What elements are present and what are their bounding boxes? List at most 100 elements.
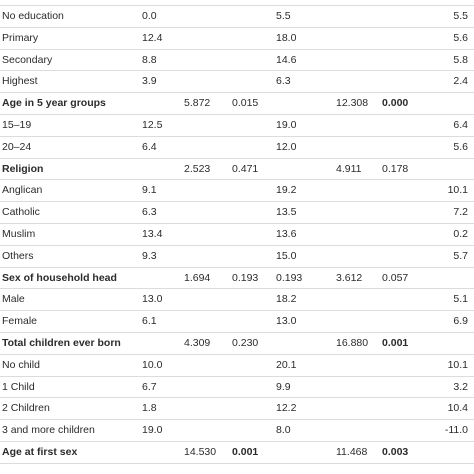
row-label: No education [2, 10, 64, 22]
table-row: Religion 2.523 0.471 4.911 0.178 [0, 159, 474, 181]
table-cell: 6.9 [453, 315, 468, 328]
table-row: Age at first sex 14.530 0.001 11.468 0.003 [0, 442, 474, 464]
table-cell: 16.880 [336, 337, 369, 349]
row-label: Muslim [2, 228, 36, 240]
table-cell: 10.4 [447, 402, 468, 415]
row-label: Primary [2, 31, 39, 44]
table-cell: 7.2 [453, 206, 468, 219]
table-cell: 0.015 [232, 97, 259, 110]
table-cell: 19.0 [276, 119, 297, 131]
table-row: 2 Children 1.8 12.2 10.4 [0, 398, 474, 421]
table-cell: 4.309 [184, 337, 211, 349]
table-cell: 6.4 [142, 140, 157, 153]
table-cell: 3.612 [336, 271, 363, 284]
table-cell: 0.193 [232, 271, 259, 284]
table-cell: 1.8 [142, 402, 157, 415]
table-cell: 0.178 [382, 162, 409, 175]
table-row: 20–24 6.4 12.0 5.6 [0, 137, 474, 159]
table-cell: 1.694 [184, 271, 211, 284]
table-cell: 5.7 [453, 249, 468, 262]
row-label: Others [2, 249, 34, 262]
table-cell: 14.6 [276, 53, 297, 66]
table-cell: 6.4 [453, 119, 468, 131]
row-label: Highest [2, 75, 38, 88]
table-cell: -11.0 [444, 424, 468, 437]
table-cell: 2.523 [184, 162, 211, 175]
table-row: Muslim 13.4 13.6 0.2 [0, 224, 474, 246]
table-cell: 13.0 [142, 293, 163, 306]
table-row: 3 and more children 19.0 8.0 -11.0 [0, 420, 474, 442]
table-row: Others 9.3 15.0 5.7 [0, 246, 474, 268]
row-label: 20–24 [2, 140, 32, 153]
table-row: Primary 12.4 18.0 5.6 [0, 28, 474, 50]
row-label: 15–19 [2, 119, 32, 131]
table-cell: 8.8 [142, 53, 157, 66]
row-label: Female [2, 315, 38, 328]
table-cell: 5.872 [184, 97, 211, 110]
table-cell: 6.7 [142, 380, 157, 393]
table-cell: 8.0 [276, 424, 291, 437]
table-cell: 2.4 [453, 75, 468, 88]
table-row: 1 Child 6.7 9.9 3.2 [0, 377, 474, 399]
table-cell: 15.0 [276, 249, 297, 262]
table-row: Female 6.1 13.0 6.9 [0, 311, 474, 333]
table-row: 15–19 12.5 19.0 6.4 [0, 115, 474, 137]
table-cell: 3.9 [142, 75, 157, 88]
table-row: Age in 5 year groups 5.872 0.015 12.308 0.00… [0, 93, 474, 115]
table-cell: 12.5 [142, 119, 163, 131]
table-cell: 13.6 [276, 228, 297, 240]
table-cell: 18.0 [276, 31, 297, 44]
table-cell: 5.8 [453, 53, 468, 66]
table-cell: 13.4 [142, 228, 163, 240]
row-label: Catholic [2, 206, 40, 219]
table-cell: 0.230 [232, 337, 259, 349]
table-cell: 19.2 [276, 184, 297, 197]
table-cell: 12.308 [336, 97, 369, 110]
table-row: Sex of household head 1.694 0.193 0.193 3.61… [0, 268, 474, 290]
table-cell: 14.530 [184, 446, 217, 458]
table-row: Secondary 8.8 14.6 5.8 [0, 50, 474, 72]
table-cell: 0.471 [232, 162, 259, 175]
table-row: No education 0.0 5.5 5.5 [0, 6, 474, 28]
table-cell: 3.2 [453, 380, 468, 393]
group-label: Age in 5 year groups [2, 97, 106, 110]
table-cell: 5.5 [276, 10, 291, 22]
table-cell: 0.001 [232, 446, 259, 458]
group-label: Sex of household head [2, 271, 117, 284]
table-cell: 10.1 [447, 358, 468, 371]
table-cell: 6.3 [142, 206, 157, 219]
table-cell: 0.193 [276, 271, 303, 284]
table-cell: 9.9 [276, 380, 291, 393]
table-cell: 0.2 [453, 228, 468, 240]
table-cell: 0.001 [382, 337, 409, 349]
row-label: Secondary [2, 53, 53, 66]
table-cell: 6.1 [142, 315, 157, 328]
table-cell: 13.5 [276, 206, 297, 219]
table-row: No child 10.0 20.1 10.1 [0, 355, 474, 377]
table-cell: 10.1 [447, 184, 468, 197]
row-label: Male [2, 293, 25, 306]
table-cell: 4.911 [336, 162, 362, 175]
table-row: Catholic 6.3 13.5 7.2 [0, 202, 474, 224]
row-label: Anglican [2, 184, 43, 197]
table-cell: 5.6 [453, 31, 468, 44]
row-label: 3 and more children [2, 424, 95, 437]
group-label: Total children ever born [2, 337, 121, 349]
table-cell: 10.0 [142, 358, 163, 371]
table-cell: 18.2 [276, 293, 297, 306]
table-cell: 19.0 [142, 424, 163, 437]
table-cell: 13.0 [276, 315, 297, 328]
table-cell: 0.003 [382, 446, 409, 458]
row-label: No child [2, 358, 40, 371]
table-cell: 9.3 [142, 249, 157, 262]
table-cell: 20.1 [276, 358, 297, 371]
table-cell: 0.057 [382, 271, 409, 284]
table-cell: 5.6 [453, 140, 468, 153]
table-row: Highest 3.9 6.3 2.4 [0, 71, 474, 94]
table-cell: 9.1 [142, 184, 157, 197]
table-cell: 6.3 [276, 75, 291, 88]
table-row: Male 13.0 18.2 5.1 [0, 289, 474, 312]
row-label: 2 Children [2, 402, 50, 415]
table-cell: 0.0 [142, 10, 157, 22]
